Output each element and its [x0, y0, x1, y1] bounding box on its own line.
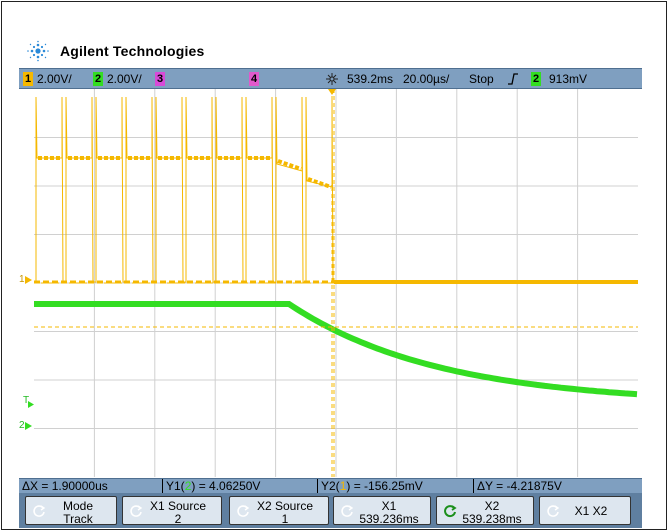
y2-channel: 1 — [339, 479, 347, 493]
x2-cursor-softkey[interactable]: X2 539.238ms — [436, 496, 534, 526]
time-reference-icon — [326, 72, 338, 85]
rotary-knob-icon — [547, 505, 560, 517]
x1-cursor-softkey[interactable]: X1 539.236ms — [333, 496, 431, 526]
y1-readout: Y1(2) = 4.06250V — [162, 479, 317, 494]
x1-label: X1 — [381, 499, 397, 513]
ch1-waveform — [34, 96, 638, 284]
rotary-knob-icon — [130, 505, 143, 517]
measurement-bar: ΔX = 1.90000us Y1(2) = 4.06250V Y2(1) = … — [19, 478, 642, 494]
x1-value: 539.236ms — [359, 512, 419, 526]
x2-source-label: X2 Source — [256, 499, 314, 513]
softkey-bar: Mode Track X1 Source 2 X2 Source 1 X1 53… — [19, 493, 642, 528]
ch2-ground-marker[interactable]: 2 — [19, 420, 25, 431]
x1-x2-label: X1 X2 — [574, 504, 608, 518]
delta-x-readout: ΔX = 1.90000us — [22, 479, 108, 493]
mode-label: Mode — [62, 499, 94, 513]
ch3-indicator[interactable]: 3 — [155, 71, 165, 86]
brand-name: Agilent Technologies — [60, 43, 205, 59]
ch2-indicator[interactable]: 2 — [93, 71, 103, 86]
mode-softkey[interactable]: Mode Track — [25, 496, 117, 526]
x2-source-softkey[interactable]: X2 Source 1 — [229, 496, 329, 526]
mode-value: Track — [63, 512, 93, 526]
y1-value: ) = 4.06250V — [191, 479, 261, 493]
ch2-scale: 2.00V/ — [107, 71, 142, 86]
rotary-knob-icon — [341, 505, 354, 517]
status-bar: 1 2.00V/ 2 2.00V/ 3 4 539.2ms 20.00µs/ S… — [19, 68, 642, 89]
ch2-ground-arrow — [25, 422, 32, 430]
spark-logo-icon — [27, 40, 49, 62]
ch1-ground-arrow — [25, 276, 32, 284]
waveform-display[interactable] — [34, 89, 638, 477]
x2-value: 539.238ms — [462, 512, 522, 526]
run-state: Stop — [469, 71, 494, 86]
trigger-source: 2 — [531, 71, 541, 86]
rising-edge-icon — [508, 72, 518, 85]
delta-y-readout: ΔY = -4.21875V — [473, 479, 642, 494]
y2-prefix: Y2( — [321, 479, 340, 493]
time-position: 539.2ms — [347, 71, 394, 86]
trigger-level-arrow — [28, 401, 34, 408]
x1-source-value: 2 — [174, 512, 182, 526]
y2-value: ) = -156.25mV — [346, 479, 423, 493]
trigger-position-marker — [328, 89, 336, 95]
x1-source-label: X1 Source — [149, 499, 207, 513]
time-scale: 20.00µs/ — [403, 71, 450, 86]
brand-header: Agilent Technologies — [24, 40, 205, 62]
x1-source-softkey[interactable]: X1 Source 2 — [122, 496, 222, 526]
ch1-indicator[interactable]: 1 — [23, 71, 33, 86]
ch1-ground-marker[interactable]: 1 — [19, 274, 25, 285]
rotary-knob-icon — [237, 505, 250, 517]
ch1-scale: 2.00V/ — [37, 71, 72, 86]
ch2-waveform — [34, 301, 638, 398]
rotary-knob-icon — [33, 505, 46, 517]
x2-source-value: 1 — [281, 512, 289, 526]
trigger-level: 913mV — [549, 71, 588, 86]
x2-label: X2 — [484, 499, 500, 513]
y2-readout: Y2(1) = -156.25mV — [317, 479, 473, 494]
rotary-knob-active-icon — [444, 505, 457, 518]
y1-channel: 2 — [184, 479, 192, 493]
y1-prefix: Y1( — [166, 479, 185, 493]
ch4-indicator[interactable]: 4 — [249, 71, 259, 86]
trigger-level-marker[interactable]: T — [23, 395, 30, 406]
x1-x2-softkey[interactable]: X1 X2 — [539, 496, 631, 525]
